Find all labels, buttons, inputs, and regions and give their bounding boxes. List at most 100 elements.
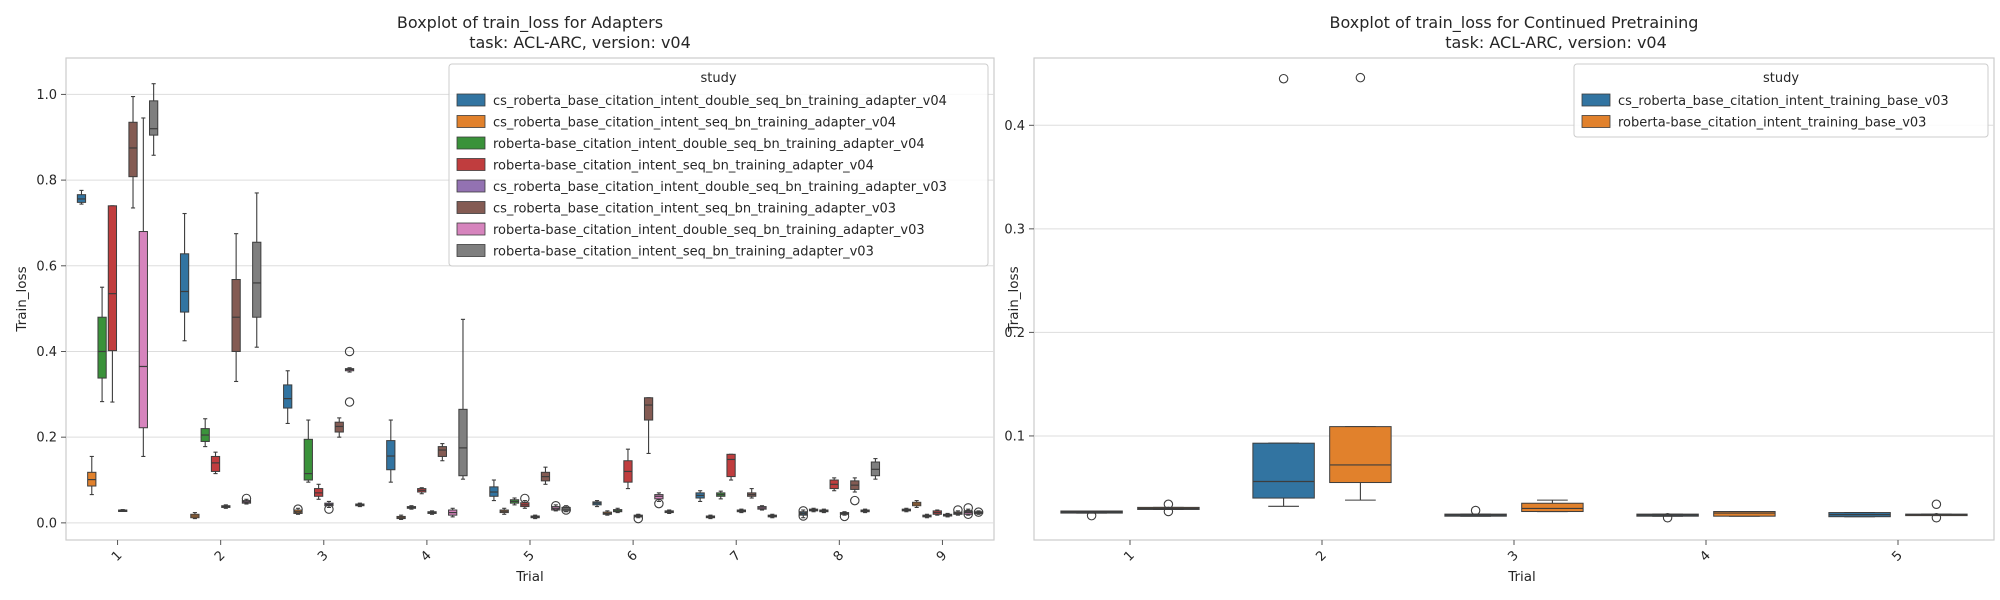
left-x-tick-label: 1 (109, 548, 125, 564)
right-y-tick-labels: 0.1 0.2 0.3 0.4 (1004, 119, 1025, 445)
right-box (1252, 442, 1315, 499)
right-outlier-point (1931, 499, 1942, 510)
left-box (107, 205, 118, 352)
left-legend-entry: roberta-base_citation_intent_double_seq_… (493, 137, 925, 152)
right-outlier-point (1355, 72, 1366, 83)
left-y-tick-label: 0.4 (36, 345, 57, 360)
left-x-tick-label: 3 (315, 548, 331, 564)
left-y-axis-label: Train_loss (14, 266, 30, 332)
left-box (334, 421, 344, 433)
left-legend-entry: roberta-base_citation_intent_seq_bn_trai… (493, 159, 874, 174)
right-outlier-point (1931, 512, 1942, 523)
left-outlier-point (324, 504, 334, 514)
right-outlier-point (1163, 506, 1174, 517)
right-boxes (1060, 72, 1968, 523)
left-outlier-point (293, 504, 303, 514)
left-legend-title: study (700, 71, 736, 86)
right-legend-swatch (1581, 115, 1611, 128)
right-x-tick-label: 2 (1313, 548, 1329, 564)
right-chart-panel: 0.1 0.2 0.3 0.4 1 2 3 4 5 Boxplot of train_loss… (1004, 13, 1995, 585)
left-legend-swatch (456, 115, 486, 128)
left-box (149, 100, 159, 136)
left-x-tick-label: 6 (624, 548, 640, 564)
right-chart-title-line1: Boxplot of train_loss for Continued Pret… (1330, 13, 1699, 33)
right-legend-entry: cs_roberta_base_citation_intent_training… (1618, 94, 1949, 109)
left-x-tick-label: 2 (212, 548, 228, 564)
left-outlier-point (798, 511, 808, 521)
left-legend-swatch (456, 222, 486, 236)
left-outlier-point (241, 493, 252, 504)
right-outlier-point (1470, 505, 1481, 516)
left-x-axis-label: Trial (515, 569, 544, 585)
right-outlier-point (1278, 73, 1289, 84)
right-box (1521, 502, 1584, 513)
left-outlier-point (654, 498, 664, 509)
left-legend-swatch (456, 93, 486, 107)
left-legend-entry: roberta-base_citation_intent_double_seq_… (493, 223, 925, 238)
left-box (386, 440, 396, 471)
right-x-axis-label: Trial (1507, 569, 1536, 585)
left-outlier-point (953, 505, 963, 515)
right-y-tick-label: 0.4 (1004, 119, 1025, 134)
right-legend-title: study (1763, 71, 1799, 86)
left-legend: study cs_roberta_base_citation_intent_dou… (448, 63, 989, 267)
left-chart-title-line2: task: ACL-ARC, version: v04 (469, 33, 691, 52)
left-box (303, 438, 313, 481)
right-y-tick-label: 0.1 (1004, 429, 1025, 444)
left-chart-title-line1: Boxplot of train_loss for Adapters (397, 13, 663, 33)
left-x-tick-label: 5 (521, 548, 537, 564)
left-box (458, 408, 468, 477)
left-y-tick-label: 1.0 (36, 88, 57, 103)
left-legend-swatch (456, 158, 486, 171)
right-y-tick-label: 0.3 (1004, 222, 1025, 237)
left-legend-entry: roberta-base_citation_intent_seq_bn_trai… (493, 245, 874, 260)
right-y-axis-label: Train_loss (1006, 266, 1022, 332)
right-legend-swatch (1581, 93, 1611, 107)
left-box (231, 279, 241, 352)
left-legend-entry: cs_roberta_base_citation_intent_double_s… (493, 180, 947, 195)
right-legend-entry: roberta-base_citation_intent_training_ba… (1618, 116, 1926, 131)
left-box (210, 455, 221, 472)
right-x-tick-label: 3 (1505, 548, 1521, 564)
left-legend-swatch (456, 179, 486, 193)
left-x-tick-label: 8 (831, 548, 847, 564)
left-outlier-point (344, 397, 355, 407)
left-legend-entry: cs_roberta_base_citation_intent_double_s… (493, 94, 947, 109)
left-outlier-point (973, 507, 984, 517)
left-y-tick-label: 0.0 (36, 516, 57, 531)
left-y-tick-label: 0.2 (36, 431, 57, 446)
left-outlier-point (551, 500, 561, 511)
right-plot-area (1033, 57, 1995, 541)
right-box (1329, 426, 1392, 484)
left-outlier-point (561, 505, 571, 515)
left-box (726, 453, 736, 478)
right-outlier-point (1163, 499, 1174, 510)
left-box (97, 316, 107, 379)
left-box (128, 121, 138, 178)
left-box (643, 397, 654, 421)
left-boxes (76, 83, 984, 524)
left-legend-entry: cs_roberta_base_citation_intent_seq_bn_t… (493, 202, 896, 217)
left-legend-swatch (456, 201, 486, 214)
right-x-tick-label: 4 (1697, 548, 1713, 564)
right-outlier-point (1662, 512, 1673, 523)
left-outlier-point (633, 513, 644, 524)
right-box (1713, 511, 1776, 517)
right-chart-title-line2: task: ACL-ARC, version: v04 (1445, 33, 1667, 52)
left-box (283, 384, 293, 409)
left-legend-frame (448, 63, 989, 267)
left-outlier-point (520, 493, 530, 504)
left-outlier-point (963, 503, 973, 513)
right-x-tick-label: 1 (1121, 548, 1137, 564)
left-box (252, 241, 262, 318)
right-legend-frame (1573, 63, 1989, 138)
left-legend-swatch (456, 136, 486, 150)
right-y-tick-label: 0.2 (1004, 326, 1025, 341)
left-box (179, 253, 190, 313)
left-chart-panel: 0.0 0.2 0.4 0.6 0.8 1.0 1 2 3 4 5 6 7 8 9 Boxplot of … (14, 13, 995, 585)
right-x-tick-labels: 1 2 3 4 5 (1121, 540, 1906, 565)
left-box (437, 446, 447, 457)
left-outlier-point (963, 509, 973, 520)
left-box (138, 231, 148, 429)
